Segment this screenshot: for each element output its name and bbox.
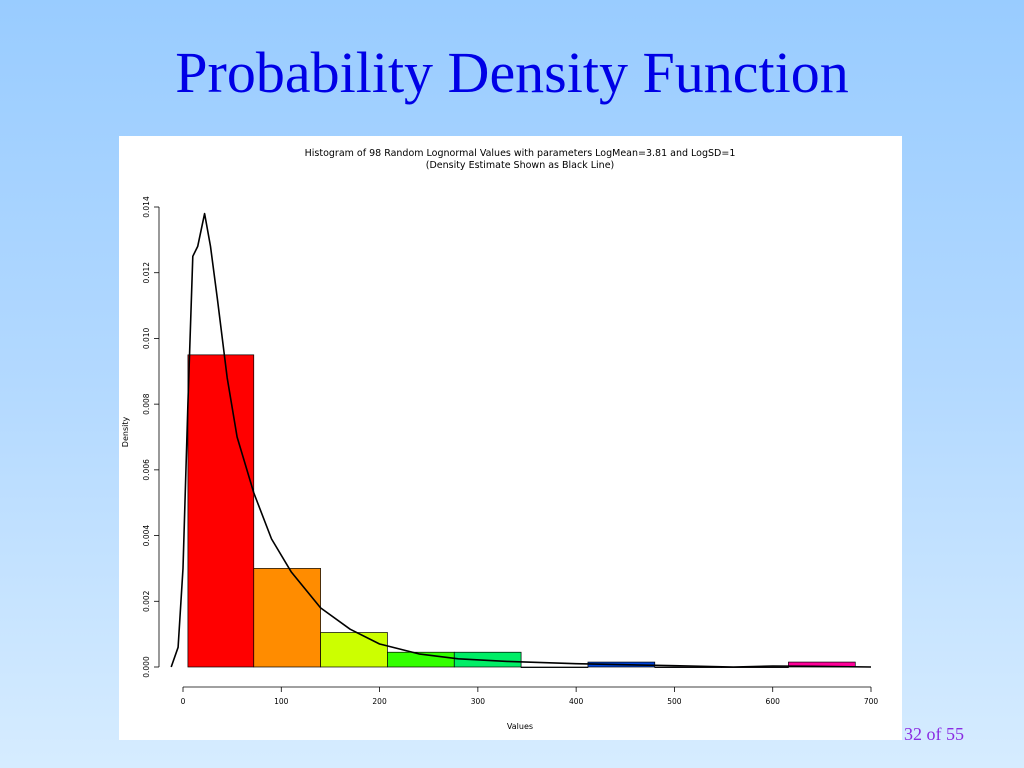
chart-subtitle: (Density Estimate Shown as Black Line) <box>426 160 615 171</box>
chart-frame: Histogram of 98 Random Lognormal Values … <box>119 136 902 740</box>
y-tick-label: 0.002 <box>142 590 151 612</box>
histogram-bar-3 <box>320 632 388 668</box>
y-tick-label: 0.010 <box>142 327 151 349</box>
x-tick-label: 600 <box>766 697 781 706</box>
y-axis-label: Density <box>121 417 130 448</box>
chart-title: Histogram of 98 Random Lognormal Values … <box>305 148 736 159</box>
x-tick-label: 400 <box>569 697 584 706</box>
histogram-chart: Histogram of 98 Random Lognormal Values … <box>121 148 879 731</box>
density-estimate-line <box>170 212 872 668</box>
x-tick-label: 300 <box>471 697 486 706</box>
histogram-bar-2 <box>253 568 321 668</box>
x-axis-label: Values <box>507 722 533 731</box>
y-tick-label: 0.008 <box>142 393 151 415</box>
x-tick-label: 0 <box>181 697 186 706</box>
histogram-bar-6 <box>520 666 589 668</box>
histogram-bar-1 <box>187 354 255 668</box>
slide-title: Probability Density Function <box>175 40 849 105</box>
y-tick-label: 0.004 <box>142 525 151 547</box>
y-tick-label: 0.006 <box>142 459 151 481</box>
page-number: 32 of 55 <box>904 724 964 744</box>
y-tick-label: 0.012 <box>142 262 151 284</box>
x-tick-label: 700 <box>864 697 879 706</box>
x-tick-label: 500 <box>667 697 682 706</box>
x-tick-label: 200 <box>372 697 387 706</box>
x-tick-label: 100 <box>274 697 289 706</box>
y-tick-label: 0.014 <box>142 196 151 218</box>
y-tick-label: 0.000 <box>142 656 151 678</box>
